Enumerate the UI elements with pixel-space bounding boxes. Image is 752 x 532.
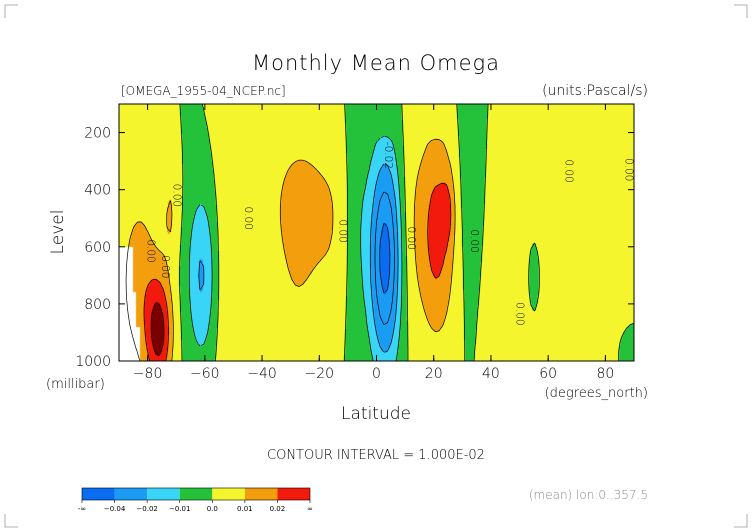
y-axis: 200 400 600 800 1000 [75,126,634,370]
file-label: [OMEGA_1955-04_NCEP.nc] [121,84,286,98]
x-tick-label: −40 [247,366,277,382]
legend-swatch [114,488,148,500]
x-tick-label: 40 [482,366,500,382]
x-tick-label: −80 [133,366,163,382]
chart-title: Monthly Mean Omega [252,51,500,75]
contour-line [150,302,165,356]
x-axis-label: Latitude [341,404,411,424]
contour-label: 0.00 [622,158,634,181]
contour-line [379,222,391,294]
x-tick-label: 80 [596,366,614,382]
y-tick-label: 800 [84,297,111,313]
legend-swatch [244,488,278,500]
legend-label: −0.01 [169,505,190,513]
crop-marks [4,4,748,528]
footer-mean-lon: (mean) lon:0..357.5 [529,488,648,502]
contour-label: 0.00 [170,184,182,207]
legend-label: −0.02 [136,505,157,513]
contour-line [198,163,399,353]
x-tick-label: 0 [372,366,381,382]
legend-label: 0.02 [270,505,286,513]
y-tick-label: 400 [84,183,111,199]
contour-label: -0.02 [382,142,394,169]
legend-label: ∞ [307,505,313,513]
contour-label: 0.00 [514,302,526,325]
contour-label: 0.00 [145,239,157,262]
legend-frame [81,487,311,501]
omega-contour-field [119,104,634,361]
y-tick-label: 200 [84,126,111,142]
contour-labels: 0.000.000.000.000.00-0.020.00 0.000.000.0… [145,142,634,326]
units-label: (units:Pascal/s) [542,83,648,99]
legend-swatch [212,488,245,500]
plot-area: 0.000.000.000.000.00-0.020.00 0.000.000.0… [119,104,634,361]
legend-label: −0.04 [104,505,126,513]
legend-swatch [82,488,115,500]
y-axis-label: Level [48,210,68,255]
contour-line [125,138,456,361]
x-axis: −80 −60 −40 −20 0 20 40 60 80 [133,104,614,382]
legend-label: 0.0 [207,505,218,513]
contour-lines [125,104,634,361]
x-tick-label: 60 [539,366,557,382]
legend-swatch [277,488,310,500]
contour-label: 0.00 [159,255,171,278]
contour-line [143,182,452,361]
x-tick-label: −60 [190,366,220,382]
color-legend: -∞ −0.04 −0.02 −0.01 0.0 0.01 0.02 ∞ [78,487,313,513]
contour-label: 0.00 [405,227,417,250]
contour-label: 0.00 [336,219,348,242]
contour-line [188,136,403,361]
legend-swatch [147,488,180,500]
contour-label: 0.00 [562,159,574,182]
contour-label: 0.00 [468,229,480,252]
x-axis-unit: (degrees_north) [545,386,648,401]
contour-line [179,104,634,361]
y-tick-label: 600 [84,240,111,256]
contour-interval: CONTOUR INTERVAL = 1.000E-02 [267,448,485,463]
legend-swatch [179,488,213,500]
contour-line [374,191,395,325]
legend-label: -∞ [78,505,86,513]
contour-label: 0.00 [242,207,254,230]
y-axis-unit: (millibar) [46,377,105,392]
x-tick-label: −20 [305,366,335,382]
x-tick-label: 20 [425,366,443,382]
y-tick-label: 1000 [75,354,111,370]
legend-label: 0.01 [237,505,253,513]
